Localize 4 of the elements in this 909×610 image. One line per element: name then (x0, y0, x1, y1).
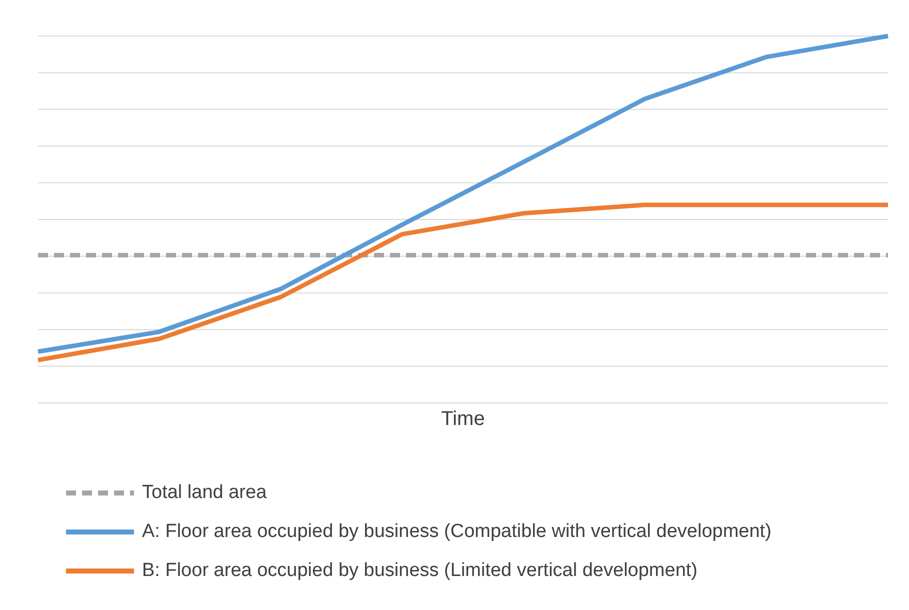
legend-label: Total land area (142, 482, 267, 504)
legend-label: A: Floor area occupied by business (Compatible with vertical development) (142, 520, 772, 542)
x-axis-title: Time (441, 408, 485, 430)
legend-label: B: Floor area occupied by business (Limited vertical development) (142, 560, 698, 582)
